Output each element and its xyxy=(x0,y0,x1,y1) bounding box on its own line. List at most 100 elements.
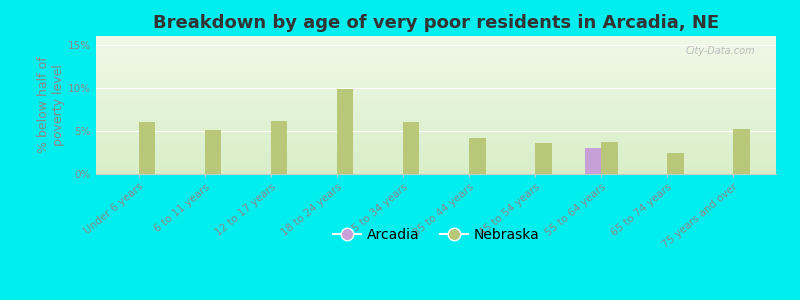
Bar xyxy=(667,153,683,174)
Bar xyxy=(96,56,776,57)
Bar xyxy=(96,63,776,64)
Bar xyxy=(96,72,776,73)
Bar xyxy=(96,99,776,100)
Bar xyxy=(96,58,776,59)
Bar xyxy=(96,148,776,149)
Bar xyxy=(139,122,155,174)
Bar xyxy=(96,122,776,123)
Bar xyxy=(96,168,776,169)
Bar xyxy=(96,85,776,86)
Bar xyxy=(96,123,776,124)
Bar xyxy=(96,173,776,174)
Bar xyxy=(96,46,776,47)
Text: City-Data.com: City-Data.com xyxy=(686,46,755,56)
Bar xyxy=(96,41,776,42)
Bar xyxy=(96,140,776,141)
Bar xyxy=(96,37,776,38)
Bar xyxy=(205,130,222,174)
Bar xyxy=(96,92,776,93)
Bar xyxy=(96,49,776,50)
Bar xyxy=(535,143,551,174)
Bar xyxy=(96,113,776,114)
Bar xyxy=(403,122,419,174)
Bar xyxy=(96,150,776,151)
Bar xyxy=(96,119,776,120)
Bar xyxy=(96,160,776,161)
Bar xyxy=(96,111,776,112)
Bar xyxy=(96,47,776,48)
Bar xyxy=(96,164,776,165)
Bar xyxy=(96,121,776,122)
Bar xyxy=(96,127,776,128)
Bar xyxy=(96,83,776,84)
Bar xyxy=(96,98,776,99)
Bar xyxy=(96,116,776,117)
Bar xyxy=(96,136,776,137)
Bar xyxy=(96,66,776,67)
Bar xyxy=(96,159,776,160)
Bar xyxy=(96,103,776,104)
Bar xyxy=(96,79,776,80)
Bar xyxy=(96,86,776,87)
Bar xyxy=(96,39,776,40)
Bar xyxy=(96,138,776,139)
Bar xyxy=(96,120,776,121)
Bar xyxy=(96,42,776,43)
Bar xyxy=(96,105,776,106)
Bar xyxy=(96,146,776,147)
Bar xyxy=(96,91,776,92)
Bar xyxy=(96,133,776,134)
Bar xyxy=(96,38,776,39)
Bar xyxy=(96,157,776,158)
Bar xyxy=(96,82,776,83)
Bar xyxy=(96,93,776,94)
Bar xyxy=(96,107,776,108)
Bar xyxy=(96,94,776,95)
Bar xyxy=(96,142,776,143)
Bar xyxy=(96,81,776,82)
Bar xyxy=(96,171,776,172)
Bar xyxy=(96,143,776,144)
Bar xyxy=(96,74,776,75)
Legend: Arcadia, Nebraska: Arcadia, Nebraska xyxy=(327,222,545,247)
Bar xyxy=(96,102,776,103)
Bar xyxy=(96,165,776,166)
Bar xyxy=(96,48,776,49)
Bar xyxy=(96,131,776,132)
Bar xyxy=(96,166,776,167)
Bar xyxy=(96,88,776,89)
Bar xyxy=(96,125,776,126)
Bar xyxy=(96,45,776,46)
Bar xyxy=(96,95,776,96)
Bar xyxy=(96,135,776,136)
Bar xyxy=(96,64,776,65)
Bar xyxy=(96,62,776,63)
Bar xyxy=(96,149,776,150)
Bar xyxy=(96,89,776,90)
Bar xyxy=(96,44,776,45)
Bar xyxy=(96,118,776,119)
Bar xyxy=(96,87,776,88)
Y-axis label: % below half of
poverty level: % below half of poverty level xyxy=(38,57,66,153)
Bar xyxy=(96,54,776,55)
Bar xyxy=(96,36,776,37)
Bar xyxy=(96,75,776,76)
Bar xyxy=(96,57,776,58)
Bar xyxy=(96,77,776,78)
Bar xyxy=(96,126,776,127)
Bar xyxy=(96,163,776,164)
Bar xyxy=(96,151,776,152)
Bar xyxy=(96,156,776,157)
Bar xyxy=(96,114,776,115)
Bar xyxy=(733,129,750,174)
Bar xyxy=(96,169,776,170)
Bar xyxy=(96,112,776,113)
Title: Breakdown by age of very poor residents in Arcadia, NE: Breakdown by age of very poor residents … xyxy=(153,14,719,32)
Bar xyxy=(96,90,776,91)
Bar xyxy=(96,170,776,171)
Bar xyxy=(96,67,776,68)
Bar xyxy=(96,117,776,118)
Bar xyxy=(96,100,776,101)
Bar xyxy=(96,51,776,52)
Bar xyxy=(96,61,776,62)
